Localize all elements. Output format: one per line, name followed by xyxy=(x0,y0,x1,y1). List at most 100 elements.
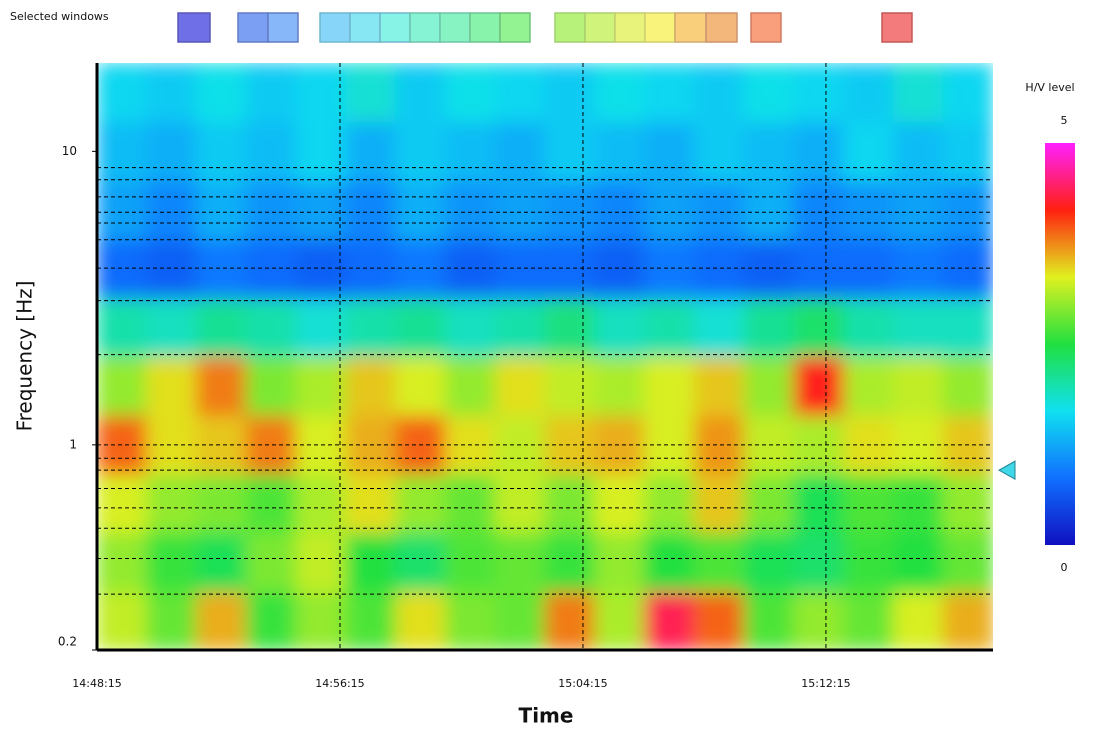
heat-cell xyxy=(693,63,745,123)
heat-cell xyxy=(494,63,546,123)
heat-cell xyxy=(444,179,496,240)
heat-cell xyxy=(693,356,745,416)
window-box xyxy=(469,12,501,43)
heat-cell xyxy=(544,532,596,592)
heat-cell xyxy=(843,121,894,181)
heat-cell xyxy=(345,473,397,534)
heat-cell xyxy=(693,297,745,357)
heat-cell xyxy=(544,473,596,534)
heat-cell xyxy=(793,179,845,240)
heat-cell xyxy=(295,297,347,357)
heat-cell xyxy=(295,473,347,534)
heat-cell xyxy=(295,532,347,592)
window-box xyxy=(750,12,782,43)
heat-cell xyxy=(594,532,646,592)
heat-cell xyxy=(644,590,695,650)
window-box xyxy=(319,12,351,43)
heat-cell xyxy=(644,297,695,357)
heat-cell xyxy=(196,179,247,240)
window-box xyxy=(177,12,211,43)
heat-cell xyxy=(892,179,944,240)
window-box xyxy=(584,12,616,43)
heat-cell xyxy=(444,532,496,592)
heat-cell xyxy=(892,297,944,357)
heat-cell xyxy=(793,473,845,534)
heat-cell xyxy=(892,356,944,416)
heat-cell xyxy=(544,356,596,416)
window-legend xyxy=(177,12,913,43)
x-tick-label: 14:48:15 xyxy=(72,677,121,690)
window-box xyxy=(554,12,586,43)
heat-cell xyxy=(97,179,148,240)
heat-cell xyxy=(395,532,446,592)
heat-cell xyxy=(395,63,446,123)
heat-cell xyxy=(345,532,397,592)
heat-cell xyxy=(843,356,894,416)
heat-cell xyxy=(942,297,993,357)
window-box xyxy=(349,12,381,43)
colorbar-title: H/V level xyxy=(1025,81,1074,94)
heat-cell xyxy=(395,179,446,240)
heat-cell xyxy=(743,356,795,416)
heat-cell xyxy=(295,63,347,123)
heat-cell xyxy=(942,121,993,181)
heat-cell xyxy=(644,121,695,181)
heat-cell xyxy=(245,179,297,240)
heat-cell xyxy=(97,121,148,181)
heat-cell xyxy=(892,532,944,592)
heat-cell xyxy=(444,121,496,181)
window-box xyxy=(237,12,269,43)
heat-cell xyxy=(245,297,297,357)
heat-cell xyxy=(793,63,845,123)
y-tick-label: 10 xyxy=(62,144,77,158)
heat-cell xyxy=(97,590,148,650)
heat-cell xyxy=(395,297,446,357)
window-box xyxy=(705,12,738,43)
heat-cell xyxy=(942,590,993,650)
heat-cell xyxy=(146,473,198,534)
heat-cell xyxy=(345,356,397,416)
heat-cell xyxy=(594,356,646,416)
window-box xyxy=(499,12,531,43)
heat-cell xyxy=(345,179,397,240)
heat-cell xyxy=(693,121,745,181)
heat-cell xyxy=(843,532,894,592)
heat-cell xyxy=(295,179,347,240)
heat-cell xyxy=(892,121,944,181)
x-tick-label: 14:56:15 xyxy=(315,677,364,690)
heat-cell xyxy=(544,590,596,650)
heat-cell xyxy=(644,179,695,240)
heat-cell xyxy=(444,63,496,123)
window-box xyxy=(409,12,441,43)
overlay: 14:48:15 14:56:15 15:04:15 15:12:15 0.2 1 10 xyxy=(58,63,1016,690)
window-box xyxy=(439,12,471,43)
heat-cell xyxy=(494,590,546,650)
heat-cell xyxy=(942,532,993,592)
heat-cell xyxy=(196,532,247,592)
heat-cell xyxy=(345,590,397,650)
heat-cell xyxy=(892,473,944,534)
heat-cell xyxy=(594,63,646,123)
y-axis-title: Frequency [Hz] xyxy=(13,281,37,432)
heat-cell xyxy=(843,63,894,123)
heat-cell xyxy=(146,121,198,181)
heat-cell xyxy=(942,473,993,534)
heat-cell xyxy=(345,121,397,181)
heat-cell xyxy=(97,473,148,534)
y-tick-label: 1 xyxy=(69,437,77,451)
window-box xyxy=(881,12,913,43)
heat-cell xyxy=(644,532,695,592)
heat-cell xyxy=(892,63,944,123)
heat-cell xyxy=(146,63,198,123)
heat-cell xyxy=(245,590,297,650)
heat-cell xyxy=(843,297,894,357)
heat-cell xyxy=(942,63,993,123)
heat-cell xyxy=(693,532,745,592)
legend-title: Selected windows xyxy=(10,10,109,23)
heat-cell xyxy=(693,590,745,650)
heat-cell xyxy=(594,473,646,534)
heat-cell xyxy=(494,532,546,592)
heat-cell xyxy=(444,297,496,357)
heat-cell xyxy=(395,356,446,416)
heat-cell xyxy=(196,356,247,416)
